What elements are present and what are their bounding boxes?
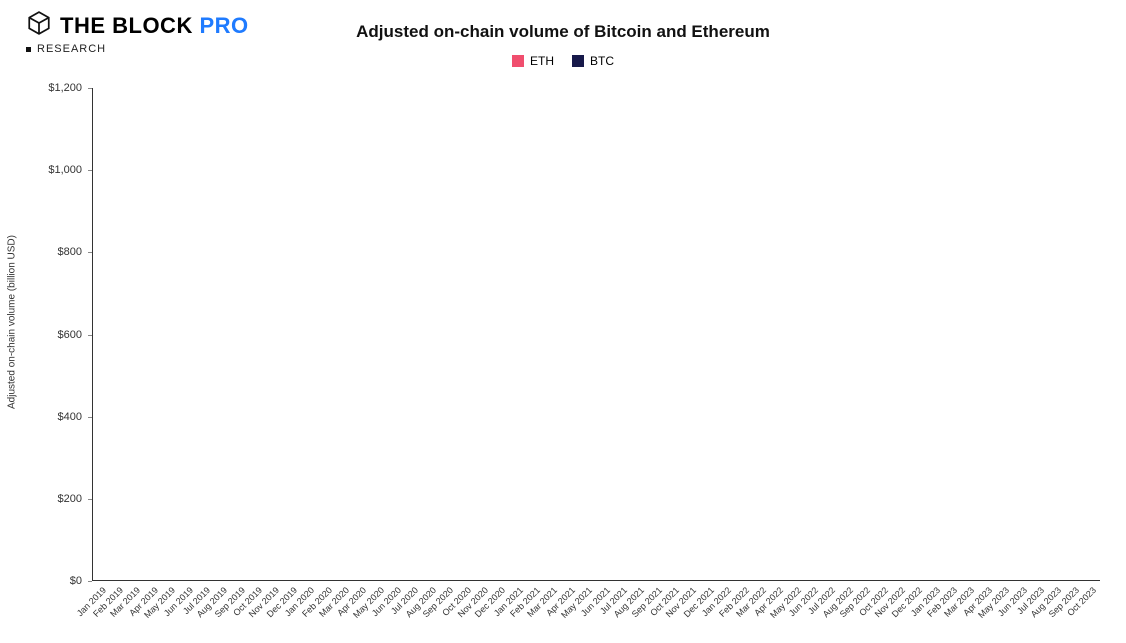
y-tick-mark — [88, 88, 92, 89]
y-tick-label: $1,000 — [48, 164, 82, 176]
bar-slot: Oct 2019 — [248, 88, 265, 581]
brand: THE BLOCK PRO — [26, 10, 249, 41]
bar-slot: May 2020 — [370, 88, 387, 581]
bar-slot: May 2019 — [162, 88, 179, 581]
bar-slot: Oct 2022 — [874, 88, 891, 581]
brand-title: THE BLOCK PRO — [60, 13, 249, 39]
legend-item-eth: ETH — [512, 54, 554, 68]
bar-slot: Jan 2023 — [926, 88, 943, 581]
bar-slot: Jan 2021 — [509, 88, 526, 581]
bullet-icon — [26, 47, 31, 52]
bar-slot: Jan 2020 — [301, 88, 318, 581]
bar-slot: Aug 2020 — [422, 88, 439, 581]
page: THE BLOCK PRO RESEARCH Adjusted on-chain… — [0, 0, 1126, 643]
bar-slot: Nov 2019 — [266, 88, 283, 581]
bar-slot: Oct 2021 — [665, 88, 682, 581]
y-tick-mark — [88, 417, 92, 418]
legend-item-btc: BTC — [572, 54, 614, 68]
bar-slot: Apr 2019 — [144, 88, 161, 581]
y-tick-mark — [88, 252, 92, 253]
bar-slot: Mar 2019 — [127, 88, 144, 581]
bar-slot: Jul 2019 — [196, 88, 213, 581]
bar-slot: Jan 2019 — [92, 88, 109, 581]
y-tick-mark — [88, 335, 92, 336]
bar-slot: Oct 2023 — [1082, 88, 1099, 581]
bar-slot: Mar 2020 — [335, 88, 352, 581]
brand-subtitle-row: RESEARCH — [26, 43, 249, 55]
bar-slot: Apr 2020 — [353, 88, 370, 581]
legend-label-eth: ETH — [530, 54, 554, 68]
bar-slot: Apr 2022 — [770, 88, 787, 581]
bar-slot: Jul 2021 — [613, 88, 630, 581]
bars-container: Jan 2019Feb 2019Mar 2019Apr 2019May 2019… — [92, 88, 1100, 581]
bar-slot: Aug 2023 — [1048, 88, 1065, 581]
bar-slot: Mar 2022 — [752, 88, 769, 581]
chart-legend: ETH BTC — [512, 54, 614, 68]
bar-slot: Dec 2020 — [492, 88, 509, 581]
chart-area: Jan 2019Feb 2019Mar 2019Apr 2019May 2019… — [92, 88, 1100, 581]
bar-slot: Jun 2019 — [179, 88, 196, 581]
brand-title-pro: PRO — [199, 13, 248, 38]
legend-label-btc: BTC — [590, 54, 614, 68]
bar-slot: Dec 2019 — [283, 88, 300, 581]
bar-slot: Jun 2021 — [596, 88, 613, 581]
bar-slot: Nov 2020 — [474, 88, 491, 581]
bar-slot: May 2021 — [579, 88, 596, 581]
bar-slot: Feb 2019 — [109, 88, 126, 581]
bar-slot: Sep 2021 — [648, 88, 665, 581]
y-tick-label: $200 — [58, 493, 82, 505]
bar-slot: Sep 2019 — [231, 88, 248, 581]
bar-slot: Jul 2020 — [405, 88, 422, 581]
bar-slot: Dec 2022 — [909, 88, 926, 581]
y-tick-label: $600 — [58, 329, 82, 341]
legend-swatch-btc — [572, 55, 584, 67]
bar-slot: Mar 2023 — [961, 88, 978, 581]
chart-title: Adjusted on-chain volume of Bitcoin and … — [356, 22, 770, 42]
bar-slot: Jul 2023 — [1030, 88, 1047, 581]
brand-logo-icon — [26, 10, 52, 41]
bar-slot: Feb 2022 — [735, 88, 752, 581]
bar-slot: Apr 2023 — [978, 88, 995, 581]
bar-slot: Jun 2023 — [1013, 88, 1030, 581]
bar-slot: Aug 2021 — [631, 88, 648, 581]
bar-slot: Nov 2022 — [891, 88, 908, 581]
y-tick-label: $1,200 — [48, 82, 82, 94]
brand-title-main: THE BLOCK — [60, 13, 199, 38]
bar-slot: May 2022 — [787, 88, 804, 581]
bar-slot: Jan 2022 — [718, 88, 735, 581]
bar-slot: Jun 2020 — [387, 88, 404, 581]
legend-swatch-eth — [512, 55, 524, 67]
y-tick-mark — [88, 170, 92, 171]
y-tick-mark — [88, 499, 92, 500]
y-tick-label: $400 — [58, 411, 82, 423]
brand-subtitle: RESEARCH — [37, 43, 106, 55]
brand-header: THE BLOCK PRO RESEARCH — [26, 10, 249, 55]
bar-slot: Oct 2020 — [457, 88, 474, 581]
bar-slot: Mar 2021 — [544, 88, 561, 581]
y-axis-label: Adjusted on-chain volume (billion USD) — [7, 235, 18, 409]
bar-slot: Jun 2022 — [804, 88, 821, 581]
y-tick-mark — [88, 581, 92, 582]
bar-slot: Nov 2021 — [683, 88, 700, 581]
bar-slot: Sep 2022 — [857, 88, 874, 581]
bar-slot: Sep 2023 — [1065, 88, 1082, 581]
bar-slot: Apr 2021 — [561, 88, 578, 581]
bar-slot: Feb 2021 — [526, 88, 543, 581]
bar-slot: Aug 2019 — [214, 88, 231, 581]
bar-slot: Feb 2020 — [318, 88, 335, 581]
bar-slot: Dec 2021 — [700, 88, 717, 581]
bar-slot: May 2023 — [996, 88, 1013, 581]
bar-slot: Aug 2022 — [839, 88, 856, 581]
y-tick-label: $800 — [58, 246, 82, 258]
bar-slot: Jul 2022 — [822, 88, 839, 581]
y-tick-label: $0 — [70, 575, 82, 587]
bar-slot: Sep 2020 — [440, 88, 457, 581]
bar-slot: Feb 2023 — [943, 88, 960, 581]
